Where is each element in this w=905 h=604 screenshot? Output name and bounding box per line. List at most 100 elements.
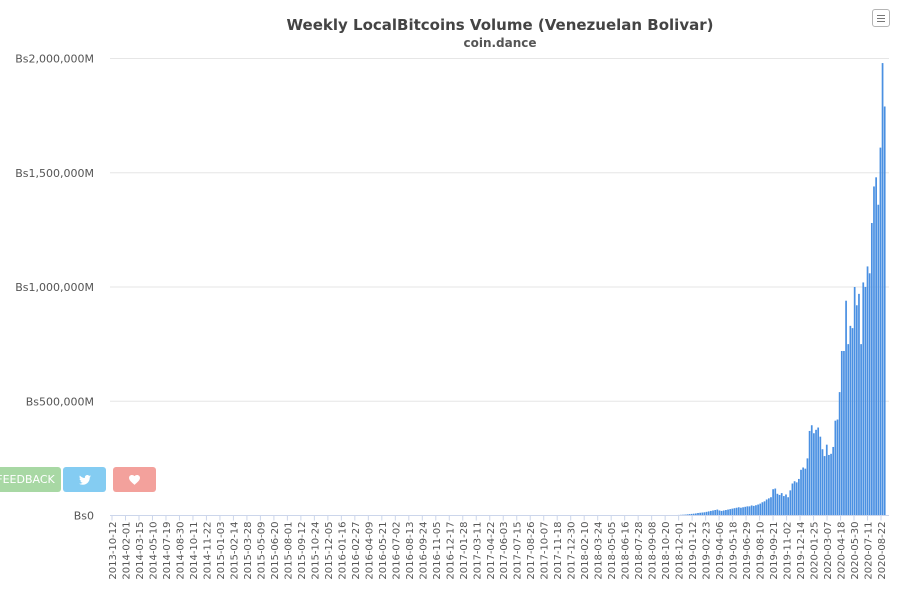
bar[interactable] [772, 489, 774, 516]
bar[interactable] [718, 510, 721, 516]
bar[interactable] [864, 287, 867, 516]
bar[interactable] [806, 458, 809, 516]
heart-donate-button[interactable] [113, 467, 156, 492]
twitter-share-button[interactable] [63, 467, 106, 492]
bar[interactable] [858, 293, 860, 516]
bar[interactable] [808, 430, 811, 516]
bar[interactable] [843, 350, 845, 516]
bar[interactable] [855, 305, 858, 516]
bar[interactable] [703, 512, 706, 516]
bar[interactable] [851, 328, 854, 516]
bar[interactable] [849, 325, 852, 516]
bar[interactable] [744, 506, 747, 516]
bar[interactable] [802, 467, 805, 516]
bar[interactable] [868, 273, 871, 516]
y-tick-label: Bs1,500,000M [15, 167, 94, 180]
bar[interactable] [776, 493, 779, 516]
bar[interactable] [765, 499, 768, 516]
bar[interactable] [699, 512, 702, 516]
bar[interactable] [720, 510, 723, 516]
bar[interactable] [729, 509, 732, 516]
bar[interactable] [800, 469, 802, 516]
x-tick-label: 2019-09-21 [769, 522, 780, 580]
bar[interactable] [793, 481, 796, 516]
bar[interactable] [716, 509, 719, 516]
bar[interactable] [787, 497, 789, 516]
bar[interactable] [834, 420, 837, 516]
bar[interactable] [692, 513, 695, 516]
bar[interactable] [838, 392, 841, 516]
bar[interactable] [770, 497, 772, 516]
bar[interactable] [853, 287, 856, 516]
bar[interactable] [795, 482, 798, 516]
bar[interactable] [697, 512, 699, 516]
bar[interactable] [752, 505, 755, 516]
bar[interactable] [798, 478, 800, 516]
bar[interactable] [860, 344, 862, 516]
hamburger-menu-icon[interactable] [872, 9, 890, 27]
bar[interactable] [733, 508, 736, 516]
bar[interactable] [746, 506, 749, 516]
bar[interactable] [735, 507, 738, 516]
bar[interactable] [690, 513, 693, 516]
bar[interactable] [780, 493, 783, 516]
bar[interactable] [879, 147, 882, 516]
bar[interactable] [881, 63, 884, 516]
bar[interactable] [695, 513, 697, 516]
bar[interactable] [722, 510, 725, 516]
bar[interactable] [819, 436, 822, 516]
bar[interactable] [727, 509, 729, 516]
bar[interactable] [712, 510, 714, 516]
bar[interactable] [778, 494, 781, 516]
bar[interactable] [875, 177, 877, 516]
bar[interactable] [804, 468, 807, 516]
bar[interactable] [763, 501, 766, 516]
x-tick-label: 2018-09-08 [648, 522, 659, 580]
bar[interactable] [847, 344, 850, 516]
bar[interactable] [748, 506, 751, 516]
bar[interactable] [823, 456, 826, 516]
bar[interactable] [873, 186, 875, 516]
bar[interactable] [737, 507, 740, 516]
bar[interactable] [705, 511, 708, 516]
bar[interactable] [862, 282, 865, 516]
bar[interactable] [836, 419, 839, 516]
bar[interactable] [866, 266, 869, 516]
bar[interactable] [830, 453, 832, 516]
bar[interactable] [832, 446, 835, 516]
bar[interactable] [707, 511, 710, 516]
bar[interactable] [731, 508, 734, 516]
bar[interactable] [825, 444, 828, 516]
bar[interactable] [883, 106, 886, 516]
bar[interactable] [750, 505, 753, 516]
bar[interactable] [870, 223, 873, 516]
bar[interactable] [810, 425, 813, 516]
bar[interactable] [791, 483, 794, 516]
bar[interactable] [688, 514, 691, 516]
bar[interactable] [757, 504, 759, 516]
bar[interactable] [877, 204, 880, 516]
bar[interactable] [815, 429, 817, 516]
bar[interactable] [701, 512, 704, 516]
bar[interactable] [774, 488, 777, 516]
bar[interactable] [828, 454, 830, 516]
bar[interactable] [817, 427, 820, 516]
bar[interactable] [710, 510, 712, 516]
bar[interactable] [782, 496, 785, 516]
bar[interactable] [686, 514, 689, 516]
bar[interactable] [740, 507, 742, 516]
feedback-button[interactable]: FEEDBACK [0, 467, 61, 492]
bar[interactable] [767, 498, 770, 516]
bar[interactable] [840, 350, 843, 516]
bar[interactable] [785, 494, 787, 516]
bar[interactable] [725, 510, 727, 516]
bar[interactable] [759, 503, 762, 516]
bar[interactable] [714, 510, 717, 516]
bar[interactable] [742, 507, 744, 516]
bar[interactable] [821, 449, 824, 516]
bar[interactable] [761, 502, 764, 516]
bar[interactable] [789, 490, 792, 516]
bar[interactable] [845, 300, 847, 516]
bar[interactable] [755, 505, 757, 516]
bar[interactable] [813, 433, 815, 516]
